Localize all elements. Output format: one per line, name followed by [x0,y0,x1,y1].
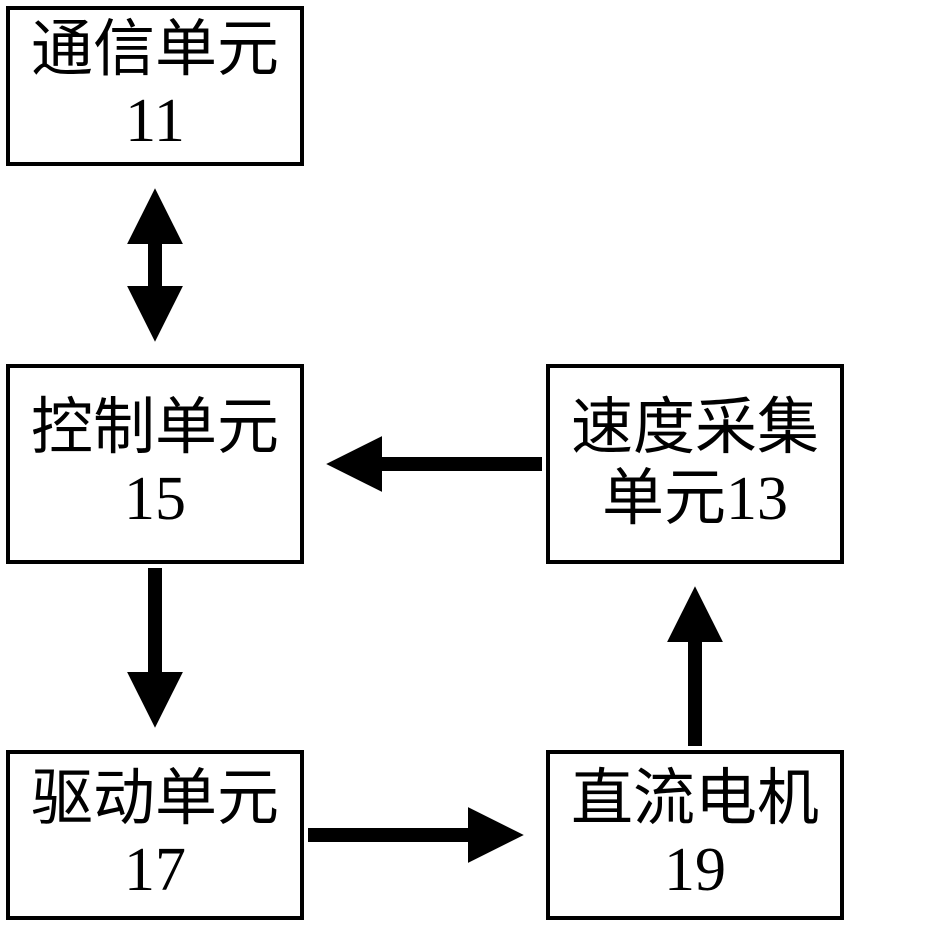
node-label-control: 控制单元 15 [31,393,279,536]
node-label-comm: 通信单元 11 [31,15,279,158]
node-label-motor: 直流电机 19 [571,764,819,907]
node-comm: 通信单元 11 [6,6,304,166]
node-motor: 直流电机 19 [546,750,844,920]
node-drive: 驱动单元 17 [6,750,304,920]
node-control: 控制单元 15 [6,364,304,564]
node-label-drive: 驱动单元 17 [31,764,279,907]
node-speed: 速度采集 单元13 [546,364,844,564]
node-label-speed: 速度采集 单元13 [571,393,819,536]
